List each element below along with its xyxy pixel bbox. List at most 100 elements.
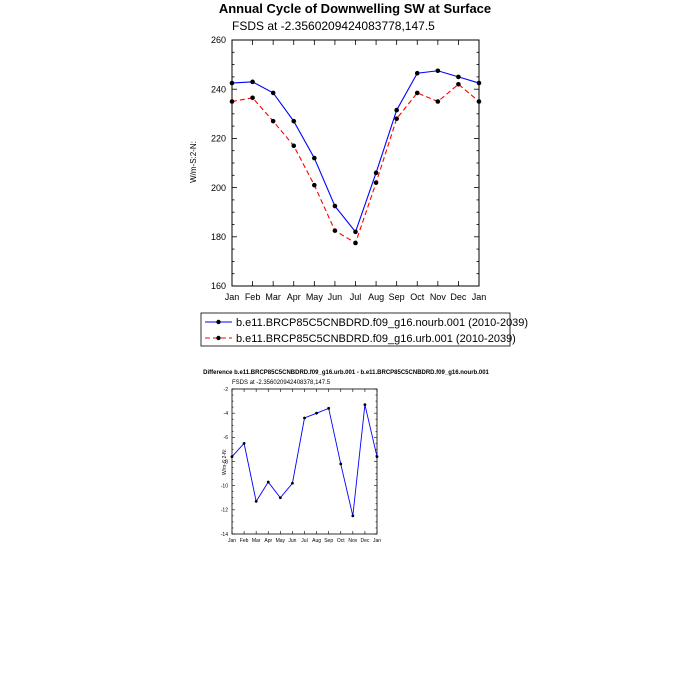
series-0-point	[435, 68, 441, 74]
x-tick-label: Jan	[225, 292, 240, 302]
difference-chart-title: Difference b.e11.BRCP85C5CNBDRD.f09_g16.…	[203, 370, 489, 376]
series-0-point	[229, 80, 235, 86]
series-0-point	[291, 118, 297, 124]
series-0-point	[327, 406, 331, 410]
difference-chart-ylabel: W/m-S:2-N:	[222, 449, 228, 475]
series-1-point	[229, 99, 235, 104]
x-tick-label: Mar	[265, 292, 281, 302]
difference-series-group	[230, 403, 379, 518]
x-tick-label: May	[276, 538, 286, 544]
series-1-point	[435, 99, 441, 104]
y-tick-label: -6	[224, 435, 229, 441]
main-chart-ylabel: W/m-S:2-N:	[189, 141, 198, 183]
series-0-point	[373, 170, 379, 176]
y-tick-label: 260	[211, 35, 226, 45]
legend-box	[200, 312, 511, 347]
x-tick-label: Sep	[389, 292, 405, 302]
x-tick-label: Jun	[328, 292, 343, 302]
y-tick-label: 220	[211, 134, 226, 144]
main-chart-subtitle: FSDS at -2.3560209424083778,147.5	[232, 19, 435, 33]
y-tick-label: -2	[224, 387, 229, 393]
x-tick-label: Dec	[360, 538, 369, 544]
series-0-point	[394, 107, 399, 113]
x-tick-label: Dec	[450, 292, 467, 302]
x-tick-label: May	[306, 292, 324, 302]
difference-chart: Difference b.e11.BRCP85C5CNBDRD.f09_g16.…	[203, 370, 489, 544]
series-1-point	[394, 116, 399, 122]
x-tick-label: Nov	[430, 292, 447, 302]
legend: b.e11.BRCP85C5CNBDRD.f09_g16.nourb.001 (…	[200, 312, 528, 347]
x-tick-label: Feb	[245, 292, 261, 302]
y-tick-label: 240	[211, 84, 226, 94]
series-0-point	[303, 416, 306, 420]
y-tick-label: -14	[221, 532, 228, 538]
x-tick-label: Jun	[288, 538, 296, 544]
series-0-point	[339, 462, 343, 466]
difference-y-axis: -2 -4 -6 -8 -10 -12 -14	[221, 387, 377, 538]
series-0-point	[270, 90, 276, 96]
legend-label-urb: b.e11.BRCP85C5CNBDRD.f09_g16.urb.001 (20…	[236, 333, 516, 345]
x-tick-label: Aug	[368, 292, 384, 302]
x-tick-label: Nov	[348, 538, 357, 544]
main-plot-frame	[231, 39, 480, 287]
main-series-group	[229, 68, 482, 246]
series-1-point	[270, 118, 276, 124]
series-1-point	[312, 182, 317, 188]
series-line-0	[231, 70, 480, 234]
series-0-point	[315, 411, 318, 415]
series-0-point	[250, 79, 255, 85]
x-tick-label: Feb	[240, 538, 249, 544]
series-line-1	[231, 83, 480, 244]
series-0-point	[375, 455, 379, 459]
series-0-point	[414, 70, 420, 76]
series-0-point	[456, 74, 461, 80]
x-tick-label: Jan	[373, 538, 381, 544]
series-1-point	[332, 228, 338, 233]
y-tick-label: -10	[221, 483, 228, 489]
x-tick-label: Apr	[264, 538, 272, 544]
legend-marker-nourb	[216, 319, 221, 325]
x-tick-label: Sep	[324, 538, 333, 544]
series-0-point	[351, 514, 355, 518]
main-chart: Annual Cycle of Downwelling SW at Surfac…	[189, 1, 491, 302]
series-0-point	[230, 455, 234, 459]
series-0-point	[266, 480, 270, 484]
difference-x-axis: Jan Feb Mar Apr May Jun Jul Aug Sep Oct Nov Dec Jan	[228, 389, 381, 544]
series-0-point	[363, 403, 367, 407]
y-tick-label: -12	[221, 508, 228, 514]
main-x-axis: Jan Feb Mar Apr May Jun Jul Aug Sep Oct Nov Dec Jan	[225, 40, 487, 302]
x-tick-label: Jul	[301, 538, 307, 544]
main-chart-title: Annual Cycle of Downwelling SW at Surfac…	[219, 1, 491, 16]
series-1-point	[353, 240, 358, 246]
x-tick-label: Mar	[252, 538, 261, 544]
series-0-point	[353, 229, 358, 235]
difference-plot-frame	[231, 388, 378, 535]
x-tick-label: Jul	[350, 292, 362, 302]
y-tick-label: 200	[211, 183, 226, 193]
series-1-point	[373, 180, 379, 185]
x-tick-label: Oct	[337, 538, 345, 544]
x-tick-label: Jan	[472, 292, 487, 302]
series-0-point	[254, 499, 258, 503]
legend-label-nourb: b.e11.BRCP85C5CNBDRD.f09_g16.nourb.001 (…	[236, 317, 528, 329]
y-tick-label: 160	[211, 281, 226, 291]
series-0-point	[476, 80, 482, 86]
y-tick-label: -8	[224, 459, 229, 465]
x-tick-label: Aug	[312, 538, 321, 544]
series-line-0	[231, 404, 378, 516]
x-tick-label: Oct	[410, 292, 425, 302]
difference-chart-subtitle: FSDS at -2.356020942408378,147.5	[232, 380, 331, 386]
series-1-point	[414, 90, 420, 96]
series-1-point	[291, 143, 297, 149]
series-0-point	[278, 496, 282, 500]
x-tick-label: Apr	[287, 292, 301, 302]
series-1-point	[456, 81, 461, 87]
y-tick-label: 180	[211, 232, 226, 242]
legend-marker-urb	[216, 335, 221, 341]
main-y-axis: 160 180 200 220 240 260	[211, 35, 479, 291]
series-1-point	[250, 95, 255, 101]
x-tick-label: Jan	[228, 538, 236, 544]
series-0-point	[332, 203, 338, 209]
series-0-point	[242, 441, 246, 445]
